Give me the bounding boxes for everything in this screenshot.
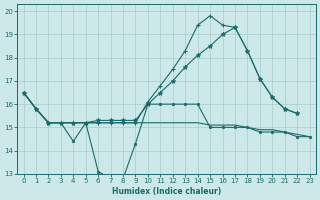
X-axis label: Humidex (Indice chaleur): Humidex (Indice chaleur) [112,187,221,196]
